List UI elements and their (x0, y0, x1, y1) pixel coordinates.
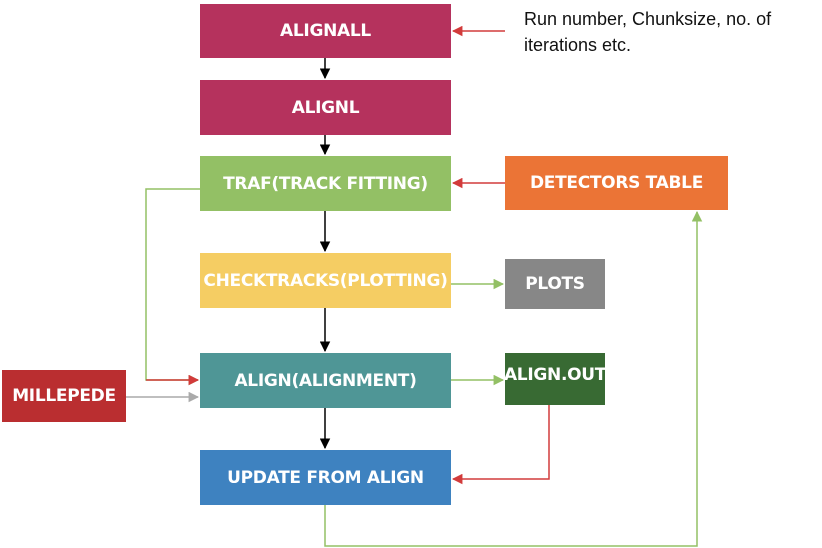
arrow-traf-to-align (145, 188, 200, 386)
arrow-update-to-detectors (324, 210, 703, 547)
alignall-box: ALIGNALL (200, 4, 451, 58)
update-from-align-box: UPDATE FROM ALIGN (200, 450, 451, 505)
align-box: ALIGN(ALIGNMENT) (200, 353, 451, 408)
detectors-table-box: DETECTORS TABLE (505, 156, 728, 210)
arrow-alignout-to-update (451, 405, 550, 485)
traf-box: TRAF(TRACK FITTING) (200, 156, 451, 211)
alignl-box: ALIGNL (200, 80, 451, 135)
millepede-box: MILLEPEDE (2, 370, 126, 422)
plots-box: PLOTS (505, 259, 605, 309)
input-parameters-note: Run number, Chunksize, no. of iterations… (524, 9, 772, 55)
align-out-box: ALIGN.OUT (504, 353, 606, 405)
checktracks-box: CHECKTRACKS(PLOTTING) (200, 253, 451, 308)
